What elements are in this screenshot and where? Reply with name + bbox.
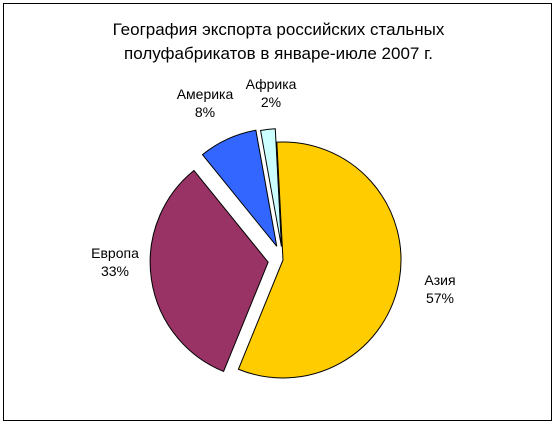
chart-title-line-1: География экспорта российских стальных bbox=[112, 20, 445, 39]
pie-slice-2 bbox=[149, 169, 269, 373]
slice-percent-label: 33% bbox=[101, 263, 129, 279]
slice-name-label: Америка bbox=[177, 86, 234, 102]
slice-name-label: Африка bbox=[246, 76, 297, 92]
chart-title-line-2: полуфабрикатов в январе-июле 2007 г. bbox=[124, 44, 433, 63]
slice-name-label: Азия bbox=[424, 272, 455, 288]
slice-percent-label: 2% bbox=[261, 94, 281, 110]
slice-percent-label: 57% bbox=[426, 290, 454, 306]
pie-slice-3 bbox=[201, 129, 278, 247]
slice-name-label: Европа bbox=[91, 245, 139, 261]
pie-slice-1 bbox=[237, 141, 402, 379]
pie-slice-4 bbox=[259, 128, 282, 247]
chart-title: География экспорта российских стальных п… bbox=[0, 18, 557, 66]
slice-percent-label: 8% bbox=[195, 104, 215, 120]
